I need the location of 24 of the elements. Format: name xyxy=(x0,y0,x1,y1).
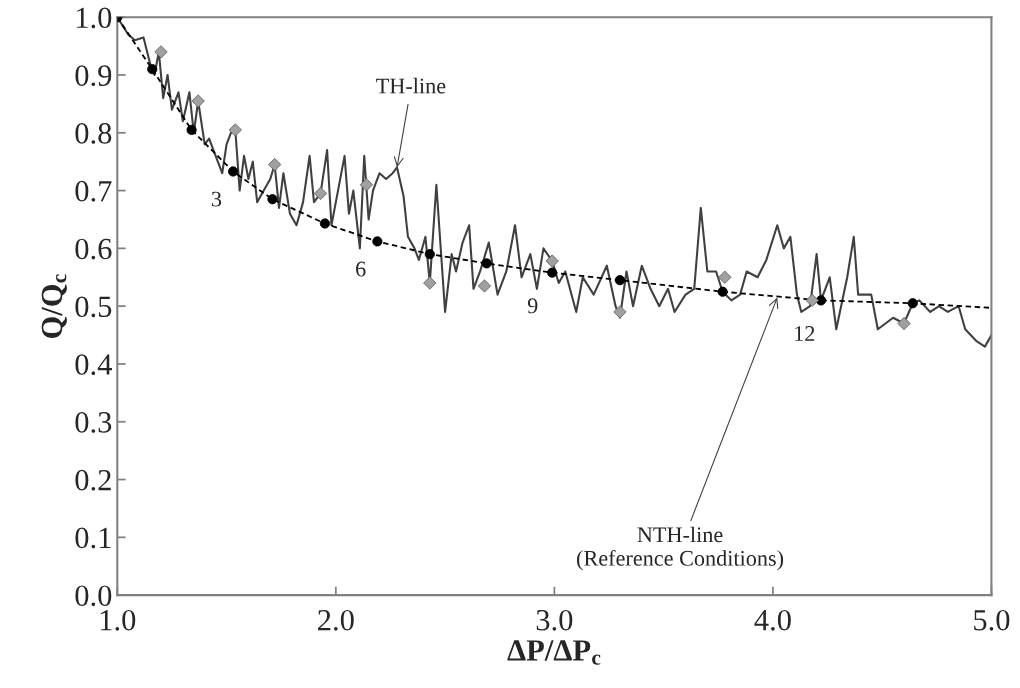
x-tick-label: 5.0 xyxy=(974,609,1010,631)
x-axis-title: ΔP/ΔP$_{c}$ xyxy=(507,640,601,665)
y-tick-label: 0.4 xyxy=(75,354,112,375)
x-tick-label: 4.0 xyxy=(754,609,791,631)
annotation: NTH-line (Reference Conditions) xyxy=(577,526,784,571)
y-tick-label: 0.6 xyxy=(75,238,112,260)
x-tick-label: 3.0 xyxy=(536,609,573,631)
y-tick-label: 0.0 xyxy=(75,585,112,607)
y-axis-title: Q/Q$_{c}$ xyxy=(41,274,67,338)
y-tick-label: 0.1 xyxy=(75,527,111,549)
y-tick-label: 0.5 xyxy=(75,296,112,318)
annotation: 12 xyxy=(795,326,815,341)
y-tick-label: 0.9 xyxy=(75,65,112,87)
annotation: TH-line xyxy=(376,77,446,94)
x-tick-label: 1.0 xyxy=(100,609,136,631)
y-tick-label: 0.7 xyxy=(75,180,112,202)
y-tick-label: 0.8 xyxy=(75,123,112,144)
y-tick-label: 1.0 xyxy=(76,7,112,29)
y-tick-label: 0.3 xyxy=(75,412,112,433)
annotation: 3 xyxy=(211,191,222,207)
annotation: 6 xyxy=(356,261,366,277)
annotation: 9 xyxy=(527,298,538,314)
y-tick-label: 0.2 xyxy=(75,469,111,491)
x-tick-label: 2.0 xyxy=(318,609,354,631)
